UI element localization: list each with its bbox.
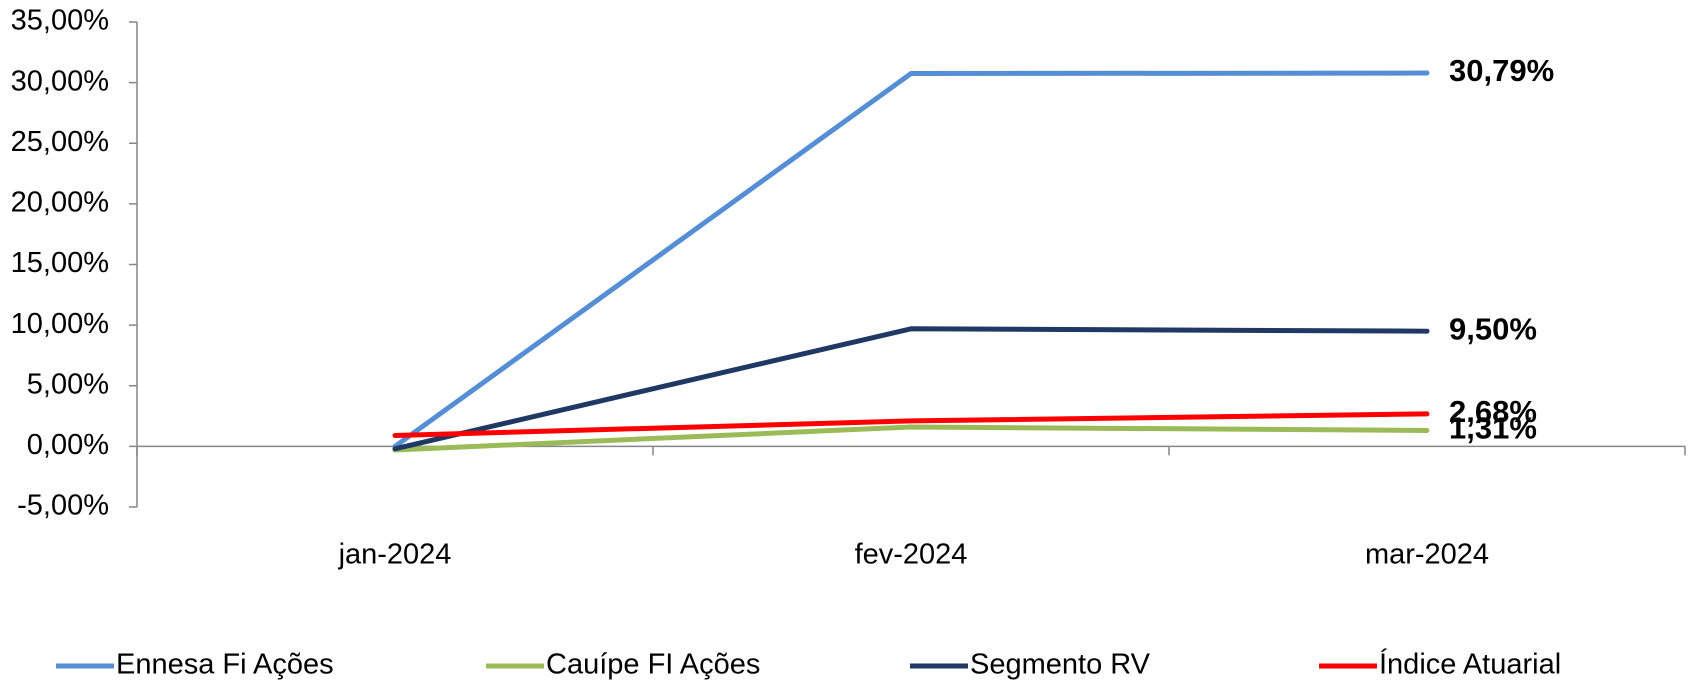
legend-label: Cauípe FI Ações xyxy=(546,649,760,681)
value-label: 30,79% xyxy=(1449,53,1554,88)
x-tick-label: jan-2024 xyxy=(338,539,452,571)
y-tick-label: 20,00% xyxy=(11,187,109,219)
y-tick-label: 0,00% xyxy=(27,429,109,461)
series-line xyxy=(392,326,1430,452)
y-tick-label: 35,00% xyxy=(11,5,109,37)
y-tick-label: 30,00% xyxy=(11,65,109,97)
value-label: 9,50% xyxy=(1449,311,1537,346)
series-line xyxy=(392,424,1430,453)
legend-label: Ennesa Fi Ações xyxy=(116,649,334,681)
x-tick-label: fev-2024 xyxy=(855,539,968,571)
series-line xyxy=(392,70,1430,449)
y-tick-label: 5,00% xyxy=(27,368,109,400)
series-line xyxy=(392,411,1430,438)
x-tick-label: mar-2024 xyxy=(1365,539,1489,571)
y-tick-label: 10,00% xyxy=(11,308,109,340)
legend-label: Segmento RV xyxy=(970,649,1151,681)
y-tick-label: 25,00% xyxy=(11,126,109,158)
value-label: 2,68% xyxy=(1449,394,1537,429)
y-tick-label: 15,00% xyxy=(11,247,109,279)
value-label: 1,31% xyxy=(1449,411,1537,446)
y-tick-label: -5,00% xyxy=(17,490,109,522)
legend-label: Índice Atuarial xyxy=(1379,648,1561,681)
